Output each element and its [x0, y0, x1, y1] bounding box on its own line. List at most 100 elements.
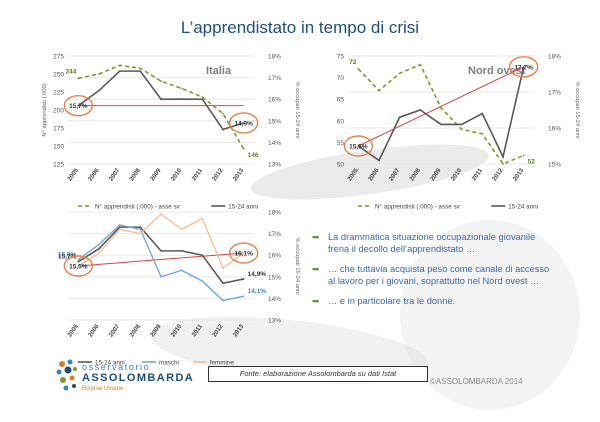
data-label: 52: [528, 158, 536, 165]
highlight-circle: [508, 56, 539, 78]
data-point: [242, 122, 245, 124]
data-label: 244: [65, 68, 76, 75]
x-tick-label: 2013: [232, 167, 246, 183]
data-point: [201, 217, 204, 220]
y-left-tick-label: 75: [337, 54, 345, 61]
y-right-tick-label: 14%: [268, 296, 281, 303]
data-point: [77, 265, 80, 267]
data-point: [118, 226, 121, 229]
legend-label: 15-24 anni: [228, 203, 258, 210]
copyright: ©ASSOLOMBARDA 2014: [430, 377, 523, 386]
data-point: [98, 89, 100, 92]
data-point: [77, 77, 80, 80]
trendline: [358, 66, 524, 147]
data-point: [98, 247, 100, 250]
data-point: [77, 258, 80, 261]
data-point: [522, 154, 525, 157]
data-label: 72: [349, 59, 357, 66]
x-tick-label: 2010: [450, 167, 464, 183]
y-left-tick-label: 150: [53, 144, 64, 151]
bullet-arrow-icon: ➥: [312, 232, 320, 242]
data-point: [398, 72, 401, 75]
bullet-text: La drammatica situazione occupazionale g…: [328, 232, 536, 254]
x-tick-label: 2006: [87, 167, 101, 183]
y-right-tick-label: 17%: [268, 231, 281, 238]
data-point: [201, 96, 204, 98]
data-point: [180, 87, 183, 90]
y-right-tick-label: 18%: [548, 54, 561, 61]
y-right-tick-label: 14%: [268, 140, 281, 147]
data-label: 16,1%: [234, 251, 253, 258]
data-point: [502, 155, 504, 158]
x-tick-label: 2011: [191, 167, 205, 182]
data-point: [98, 252, 100, 254]
data-point: [419, 63, 422, 66]
data-point: [139, 67, 142, 70]
source-note: Fonte: elaborazione Assolombarda su dati…: [208, 366, 428, 382]
data-point: [118, 70, 121, 73]
page-title: L’apprendistato in tempo di crisi: [180, 18, 420, 37]
highlight-circle: [228, 242, 259, 264]
data-point: [160, 213, 162, 216]
data-point: [160, 98, 162, 101]
data-point: [222, 112, 224, 115]
highlight-circle: [63, 255, 94, 277]
data-point: [160, 249, 162, 252]
data-point: [180, 98, 183, 101]
x-tick-label: 2006: [367, 167, 381, 183]
bullet-item: ➥ … e in particolare tra le donne.: [312, 295, 552, 307]
x-tick-label: 2010: [170, 323, 184, 339]
y-right-tick-label: 18%: [268, 210, 281, 217]
data-point: [460, 128, 463, 131]
data-point: [201, 254, 204, 257]
data-point: [242, 147, 245, 150]
bullet-text: … e in particolare tra le donne.: [328, 296, 456, 306]
y-left-tick-label: 55: [337, 140, 345, 147]
y-right-tick-label: 15%: [268, 274, 281, 281]
y-left-axis-label: N° apprendisti (.000): [42, 83, 48, 136]
y-left-tick-label: 70: [337, 75, 345, 82]
x-tick-label: 2013: [232, 323, 246, 339]
logo-text-observatory: osservatorio: [82, 362, 151, 372]
x-tick-label: 2009: [149, 167, 163, 183]
data-point: [481, 132, 484, 135]
y-left-tick-label: 65: [337, 97, 345, 104]
data-point: [139, 228, 142, 231]
x-tick-label: 2012: [491, 167, 505, 183]
data-point: [118, 228, 121, 231]
series-line: [78, 64, 245, 150]
x-tick-label: 2011: [191, 323, 205, 338]
y-right-axis-label: % occupati 15-24 anni: [294, 81, 300, 138]
data-label: 14,9%: [248, 271, 267, 278]
data-point: [357, 68, 360, 70]
data-point: [139, 226, 142, 229]
legend-label: N° apprendisti (.000) - asse sx: [375, 202, 461, 210]
data-point: [222, 282, 224, 285]
data-label: 14,9%: [234, 120, 253, 127]
y-right-tick-label: 15%: [268, 118, 281, 125]
x-tick-label: 2007: [388, 167, 402, 183]
series-line: [77, 224, 244, 302]
bullet-arrow-icon: ➥: [312, 296, 320, 306]
y-left-tick-label: 200: [53, 108, 64, 115]
data-point: [460, 123, 463, 126]
x-tick-label: 2012: [211, 167, 225, 183]
x-tick-label: 2007: [108, 167, 122, 183]
data-point: [378, 89, 380, 92]
data-point: [242, 295, 245, 298]
highlight-circle: [228, 112, 259, 134]
x-tick-label: 2005: [66, 167, 80, 183]
y-left-tick-label: 250: [53, 72, 64, 79]
data-point: [481, 112, 484, 115]
x-tick-label: 2011: [471, 167, 485, 182]
chart-italia: 13% 14% 15% 16% 17% 18% 125 150 175 200 225 250 275 N…: [42, 54, 300, 211]
data-point: [502, 163, 504, 165]
highlight-circle: [63, 94, 94, 117]
y-right-tick-label: 15%: [548, 162, 561, 169]
y-right-tick-label: 13%: [268, 162, 281, 169]
y-right-tick-label: 18%: [268, 54, 281, 61]
data-point: [242, 252, 245, 254]
y-right-axis-label: % occupati 15-24 anni: [294, 237, 300, 294]
legend-label: femmine: [210, 359, 235, 366]
data-label: 15,5%: [349, 144, 368, 151]
